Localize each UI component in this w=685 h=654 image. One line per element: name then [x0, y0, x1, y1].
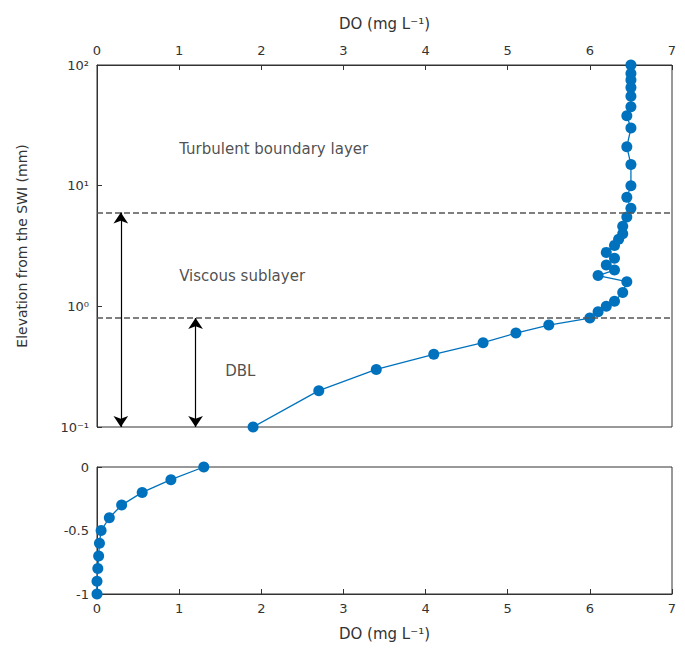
svg-text:10²: 10² [67, 58, 89, 73]
svg-text:5: 5 [504, 43, 512, 58]
svg-text:7: 7 [668, 43, 676, 58]
svg-text:3: 3 [339, 43, 347, 58]
svg-text:5: 5 [504, 601, 512, 616]
svg-text:7: 7 [668, 601, 676, 616]
svg-text:Elevation from the SWI (mm): Elevation from the SWI (mm) [14, 144, 30, 347]
svg-text:10⁻¹: 10⁻¹ [60, 420, 89, 435]
svg-text:0: 0 [93, 43, 101, 58]
svg-text:Turbulent boundary layer: Turbulent boundary layer [178, 140, 369, 158]
svg-text:-1: -1 [76, 587, 89, 602]
svg-text:6: 6 [586, 601, 594, 616]
svg-text:4: 4 [421, 601, 429, 616]
svg-text:6: 6 [586, 43, 594, 58]
svg-text:10¹: 10¹ [67, 178, 89, 193]
svg-text:10⁰: 10⁰ [67, 299, 89, 314]
svg-text:1: 1 [175, 43, 183, 58]
svg-text:Viscous sublayer: Viscous sublayer [179, 267, 306, 285]
svg-text:2: 2 [257, 601, 265, 616]
svg-text:DBL: DBL [225, 362, 256, 380]
svg-text:4: 4 [421, 43, 429, 58]
svg-text:2: 2 [257, 43, 265, 58]
svg-text:0: 0 [81, 460, 89, 475]
svg-text:DO (mg L⁻¹): DO (mg L⁻¹) [339, 15, 430, 33]
svg-text:1: 1 [175, 601, 183, 616]
svg-text:0: 0 [93, 601, 101, 616]
svg-text:DO (mg L⁻¹): DO (mg L⁻¹) [339, 625, 430, 643]
svg-text:3: 3 [339, 601, 347, 616]
svg-text:-0.5: -0.5 [64, 523, 89, 538]
